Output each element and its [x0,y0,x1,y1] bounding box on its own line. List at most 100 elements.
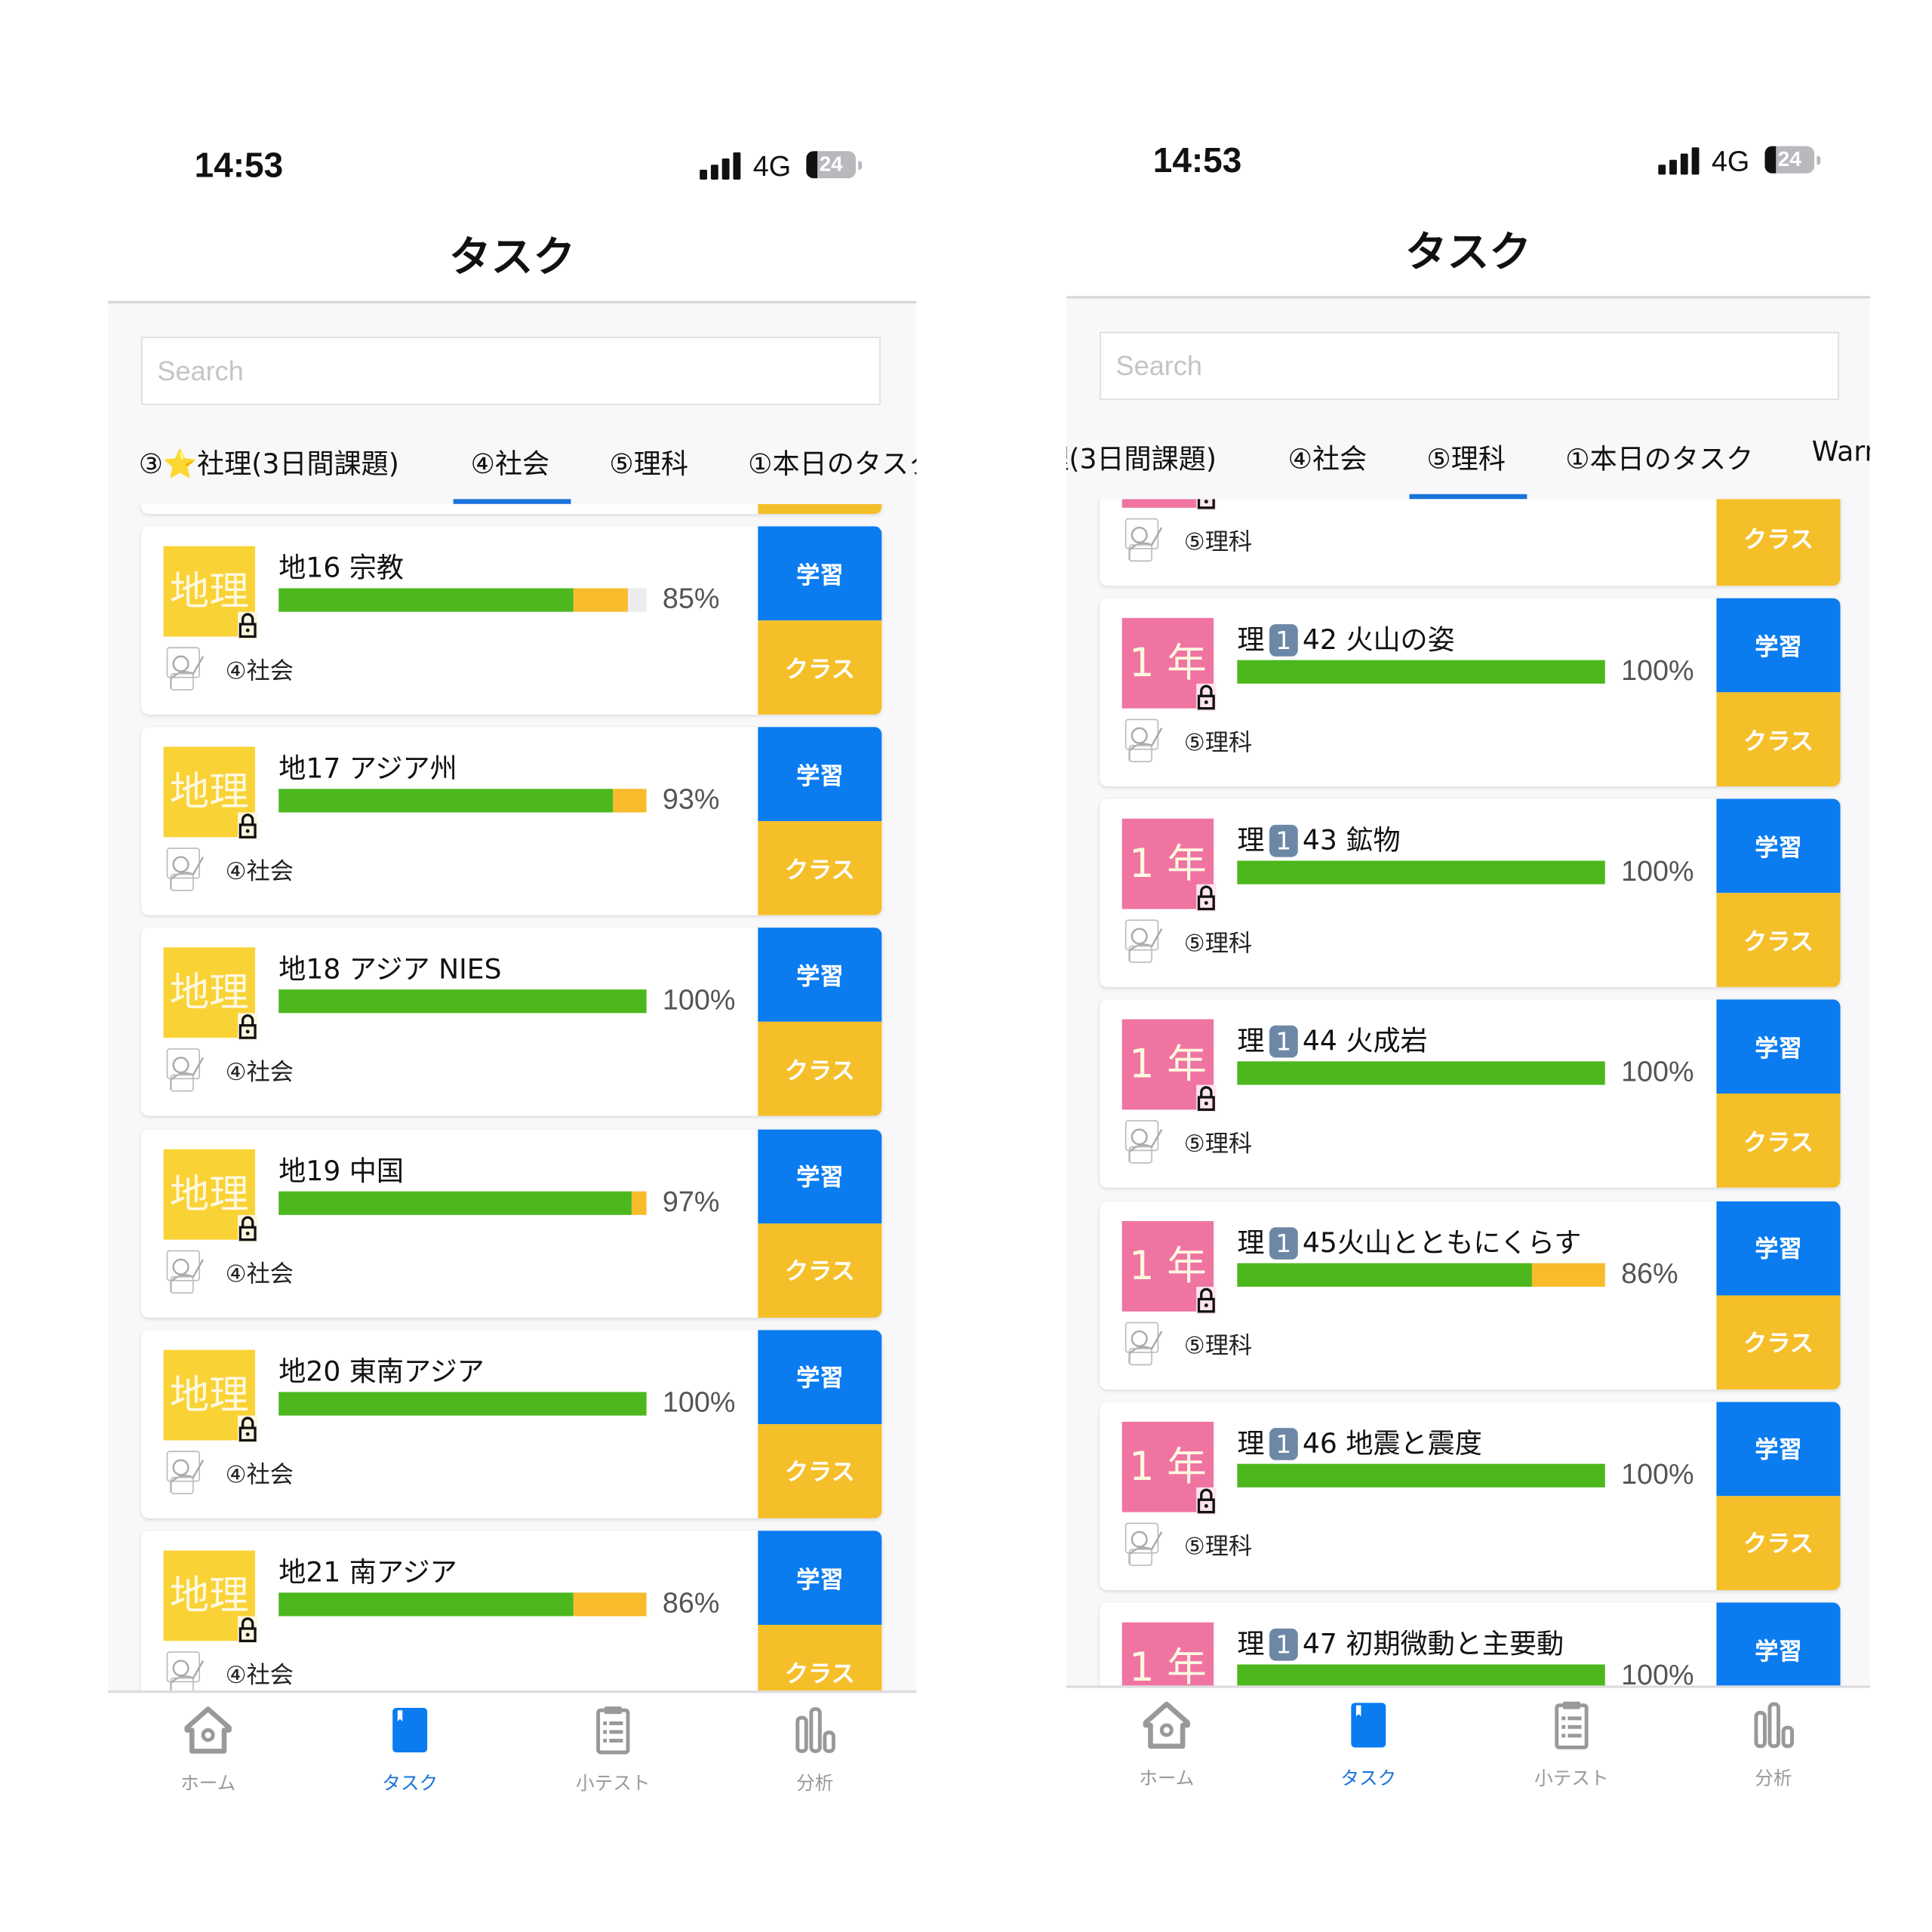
study-button[interactable]: 学習 [1716,798,1841,894]
task-card[interactable]: 1 年理 1 42 火山の姿 100% ⑤理科 学習 クラス [1100,598,1841,787]
study-button[interactable]: 学習 [1716,999,1841,1094]
class-button[interactable]: クラス [758,620,882,715]
phone-screen-left: 14:53 4G 24 タスク Search ③⭐社理(3日間課題) ④社会 ⑤理科 ①本日のタ… [107,0,917,1932]
task-card[interactable]: 地理 地17 アジア州 93% ④社会 学習 クラス [141,727,882,916]
task-title: 理 1 45火山とともにくらす [1237,1220,1581,1260]
unit-badge: 1 [1269,1427,1298,1460]
study-button[interactable]: 学習 [758,1128,882,1223]
lock-icon [238,1013,258,1041]
bottom-nav: ホーム タスク 小テスト 分析 [1066,1685,1870,1812]
task-card[interactable]: 1 年理 1 44 火成岩 100% ⑤理科 学習 クラス [1100,999,1841,1189]
nav-item-3[interactable]: 分析 [1699,1700,1847,1791]
study-button[interactable]: 学習 [758,1330,882,1424]
study-button[interactable]: 学習 [758,1531,882,1625]
progress-complete [1237,1061,1605,1086]
class-button[interactable]: クラス [758,503,882,514]
class-button[interactable]: クラス [758,1423,882,1518]
task-card[interactable]: 地理 地20 東南アジア 100% ④社会 学習 クラス [141,1330,882,1518]
tab-3[interactable]: ①本日のタスク [1565,445,1754,476]
nav-label: 小テスト [576,1772,651,1795]
tab-2[interactable]: ⑤理科 [1426,445,1506,476]
nav-label: ホーム [1139,1767,1195,1790]
battery-nub [1817,155,1821,165]
task-card[interactable]: 地理 地18 アジア NIES 100% ④社会 学習 クラス [141,928,882,1117]
content-area: Search③⭐社理(3日間課題)④社会⑤理科①本日のタスクWarn学習クラス地… [107,300,917,1694]
clipboard-icon [1497,1700,1646,1750]
nav-item-1[interactable]: タスク [1294,1700,1443,1791]
search-input[interactable] [142,337,880,404]
study-button[interactable]: 学習 [758,526,882,621]
progress-complete [1237,860,1605,884]
task-name: 46 地震と震度 [1302,1429,1482,1460]
class-button[interactable]: クラス [1716,692,1841,787]
class-button[interactable]: クラス [1716,1094,1841,1189]
task-card[interactable]: 1 年理 1 46 地震と震度 100% ⑤理科 学習 クラス [1100,1401,1841,1590]
task-subject: ④社会 [225,858,294,886]
study-button[interactable]: 学習 [1716,1602,1841,1688]
teacher-icon [166,1450,208,1494]
task-subject: ④社会 [225,1059,294,1087]
tab-0[interactable]: ③⭐社理(3日間課題) [1066,445,1217,476]
progress-percent: 97% [662,1184,720,1217]
tab-4[interactable]: Warn [1811,437,1870,469]
nav-item-0[interactable]: ホーム [134,1706,282,1796]
home-icon [1092,1700,1241,1750]
nav-item-2[interactable]: 小テスト [1497,1700,1646,1791]
task-subject: ⑤理科 [1183,528,1253,556]
task-name: 44 火成岩 [1302,1027,1428,1059]
class-button[interactable]: クラス [758,1022,882,1117]
study-button[interactable]: 学習 [758,727,882,822]
page-title: タスク [448,232,576,283]
class-button[interactable]: クラス [758,821,882,916]
search-box[interactable]: Search [1100,331,1839,401]
task-card[interactable]: 1 年理 1 45火山とともにくらす 86% ⑤理科 学習 クラス [1100,1201,1841,1389]
battery-percent: 24 [819,152,843,177]
study-button[interactable]: 学習 [1716,1201,1841,1295]
page-title: タスク [1404,227,1532,278]
nav-item-0[interactable]: ホーム [1092,1700,1241,1791]
nav-item-2[interactable]: 小テスト [539,1706,688,1796]
task-subject-prefix: 地 [278,553,306,585]
unit-badge: 1 [1269,1226,1298,1260]
tab-2[interactable]: ⑤理科 [609,449,688,481]
tab-3[interactable]: ①本日のタスク [748,449,916,481]
progress-complete [278,1592,574,1617]
tab-0[interactable]: ③⭐社理(3日間課題) [138,449,399,481]
study-button[interactable]: 学習 [758,928,882,1023]
study-button[interactable]: 学習 [1716,1401,1841,1496]
class-button[interactable]: クラス [758,1223,882,1318]
class-button[interactable]: クラス [758,1624,882,1694]
task-card[interactable]: 地理 地19 中国 97% ④社会 学習 クラス [141,1128,882,1318]
tab-1[interactable]: ④社会 [1287,445,1367,476]
class-button[interactable]: クラス [1716,893,1841,988]
class-button[interactable]: クラス [1716,499,1841,586]
task-card[interactable]: 地理 地16 宗教 85% ④社会 学習 クラス [141,526,882,715]
unit-badge: 1 [1269,1026,1298,1059]
study-button[interactable]: 学習 [1716,598,1841,693]
task-subject: ⑤理科 [1183,1332,1253,1360]
task-subject: ④社会 [225,657,294,685]
nav-label: タスク [1340,1767,1397,1790]
nav-item-3[interactable]: 分析 [740,1706,889,1796]
search-box[interactable]: Search [141,337,881,405]
task-card[interactable]: 1 年理 1 43 鉱物 100% ⑤理科 学習 クラス [1100,798,1841,988]
status-time: 14:53 [194,146,284,185]
search-input[interactable] [1100,333,1838,399]
nav-item-1[interactable]: タスク [336,1706,485,1796]
task-name: 47 初期微動と主要動 [1302,1629,1564,1661]
teacher-icon [166,848,208,892]
task-subject: ④社会 [225,1461,294,1489]
class-button[interactable]: クラス [1716,1294,1841,1389]
tab-1[interactable]: ④社会 [470,449,550,481]
task-subject: ⑤理科 [1183,930,1253,958]
task-name: 20 東南アジア [306,1357,485,1389]
progress-bar [1237,1463,1605,1487]
class-button[interactable]: クラス [1716,1495,1841,1590]
task-card[interactable]: 地理 地21 南アジア 86% ④社会 学習 クラス [141,1531,882,1694]
